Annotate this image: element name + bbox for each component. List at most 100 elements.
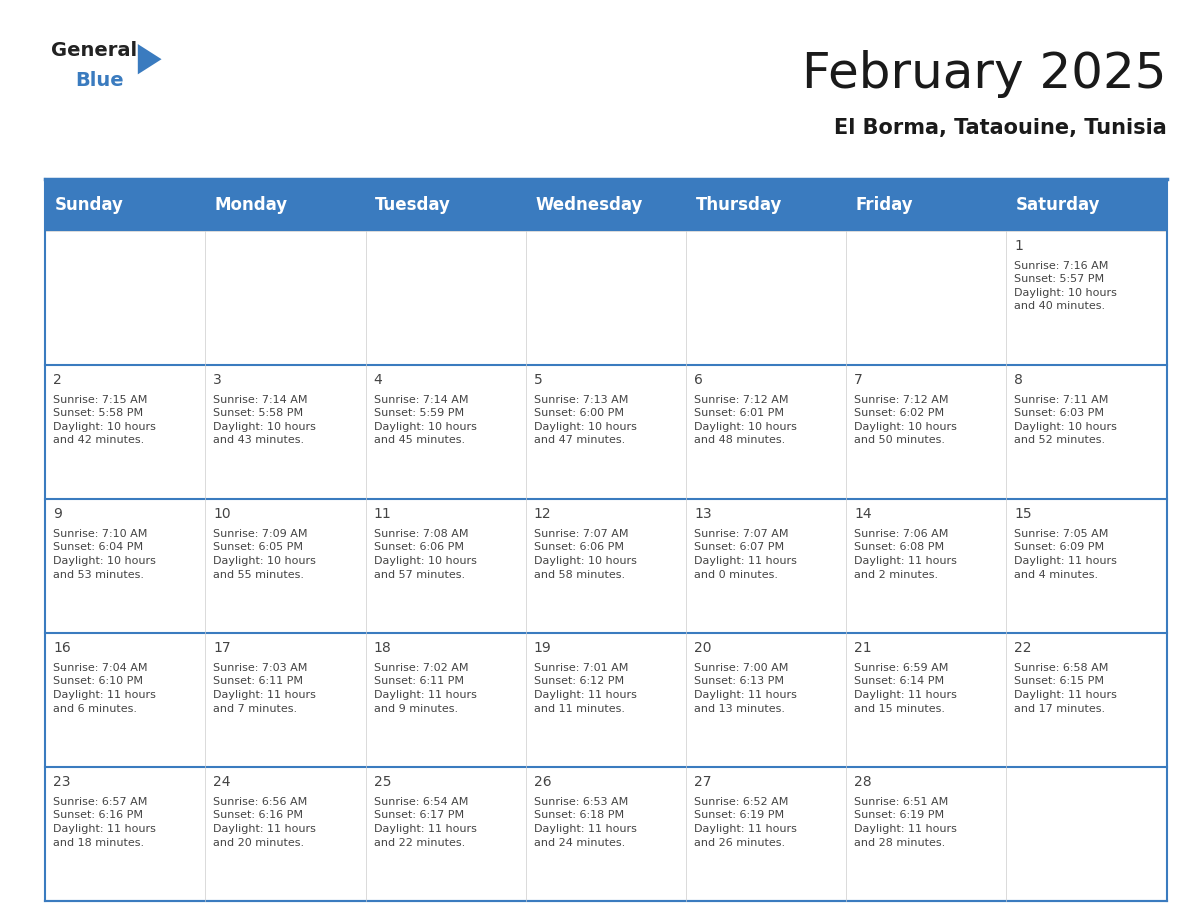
Bar	[45, 499, 206, 633]
Bar	[366, 499, 526, 633]
Text: 21: 21	[854, 642, 872, 655]
Bar	[685, 499, 846, 633]
Bar	[846, 365, 1006, 499]
Bar	[685, 179, 846, 231]
Bar	[526, 633, 685, 767]
Bar	[1006, 499, 1167, 633]
Text: Sunrise: 6:59 AM
Sunset: 6:14 PM
Daylight: 11 hours
and 15 minutes.: Sunrise: 6:59 AM Sunset: 6:14 PM Dayligh…	[854, 663, 958, 713]
Bar	[45, 231, 206, 365]
Bar	[685, 633, 846, 767]
Text: Sunrise: 7:07 AM
Sunset: 6:06 PM
Daylight: 10 hours
and 58 minutes.: Sunrise: 7:07 AM Sunset: 6:06 PM Dayligh…	[533, 529, 637, 579]
Text: Sunrise: 7:13 AM
Sunset: 6:00 PM
Daylight: 10 hours
and 47 minutes.: Sunrise: 7:13 AM Sunset: 6:00 PM Dayligh…	[533, 395, 637, 445]
Bar	[1006, 231, 1167, 365]
Bar	[206, 179, 366, 231]
Text: 2: 2	[53, 373, 62, 387]
Text: Blue: Blue	[75, 71, 124, 90]
Text: 9: 9	[53, 508, 62, 521]
Text: Sunrise: 6:51 AM
Sunset: 6:19 PM
Daylight: 11 hours
and 28 minutes.: Sunrise: 6:51 AM Sunset: 6:19 PM Dayligh…	[854, 797, 958, 847]
Text: 14: 14	[854, 508, 872, 521]
Bar	[206, 767, 366, 901]
Bar	[846, 633, 1006, 767]
Text: 26: 26	[533, 776, 551, 789]
Text: 23: 23	[53, 776, 70, 789]
Text: Sunrise: 6:57 AM
Sunset: 6:16 PM
Daylight: 11 hours
and 18 minutes.: Sunrise: 6:57 AM Sunset: 6:16 PM Dayligh…	[53, 797, 156, 847]
Text: February 2025: February 2025	[802, 50, 1167, 98]
Bar	[45, 365, 206, 499]
Text: Sunrise: 6:56 AM
Sunset: 6:16 PM
Daylight: 11 hours
and 20 minutes.: Sunrise: 6:56 AM Sunset: 6:16 PM Dayligh…	[214, 797, 316, 847]
Text: Sunrise: 7:04 AM
Sunset: 6:10 PM
Daylight: 11 hours
and 6 minutes.: Sunrise: 7:04 AM Sunset: 6:10 PM Dayligh…	[53, 663, 156, 713]
Text: 12: 12	[533, 508, 551, 521]
Text: 27: 27	[694, 776, 712, 789]
Text: Friday: Friday	[855, 196, 914, 214]
Bar	[526, 767, 685, 901]
Bar	[366, 633, 526, 767]
Bar	[526, 231, 685, 365]
Bar	[685, 231, 846, 365]
Text: Monday: Monday	[215, 196, 289, 214]
Bar	[206, 499, 366, 633]
Text: Sunrise: 7:14 AM
Sunset: 5:59 PM
Daylight: 10 hours
and 45 minutes.: Sunrise: 7:14 AM Sunset: 5:59 PM Dayligh…	[373, 395, 476, 445]
Text: 7: 7	[854, 373, 862, 387]
Text: Wednesday: Wednesday	[536, 196, 643, 214]
Text: 20: 20	[694, 642, 712, 655]
Bar	[206, 633, 366, 767]
Text: 24: 24	[214, 776, 230, 789]
Text: Tuesday: Tuesday	[375, 196, 451, 214]
Text: 3: 3	[214, 373, 222, 387]
Text: 11: 11	[373, 508, 391, 521]
Text: 22: 22	[1015, 642, 1032, 655]
Text: 10: 10	[214, 508, 230, 521]
Bar	[526, 365, 685, 499]
Bar	[1006, 179, 1167, 231]
Text: Sunrise: 7:12 AM
Sunset: 6:01 PM
Daylight: 10 hours
and 48 minutes.: Sunrise: 7:12 AM Sunset: 6:01 PM Dayligh…	[694, 395, 797, 445]
Bar	[526, 179, 685, 231]
Text: 15: 15	[1015, 508, 1032, 521]
Text: Sunrise: 6:53 AM
Sunset: 6:18 PM
Daylight: 11 hours
and 24 minutes.: Sunrise: 6:53 AM Sunset: 6:18 PM Dayligh…	[533, 797, 637, 847]
Polygon shape	[138, 44, 162, 74]
Bar	[846, 767, 1006, 901]
Bar	[45, 179, 206, 231]
Bar	[206, 231, 366, 365]
Text: Sunrise: 7:12 AM
Sunset: 6:02 PM
Daylight: 10 hours
and 50 minutes.: Sunrise: 7:12 AM Sunset: 6:02 PM Dayligh…	[854, 395, 958, 445]
Text: Sunrise: 7:09 AM
Sunset: 6:05 PM
Daylight: 10 hours
and 55 minutes.: Sunrise: 7:09 AM Sunset: 6:05 PM Dayligh…	[214, 529, 316, 579]
Text: Sunrise: 7:10 AM
Sunset: 6:04 PM
Daylight: 10 hours
and 53 minutes.: Sunrise: 7:10 AM Sunset: 6:04 PM Dayligh…	[53, 529, 156, 579]
Bar	[366, 179, 526, 231]
Text: Sunrise: 7:08 AM
Sunset: 6:06 PM
Daylight: 10 hours
and 57 minutes.: Sunrise: 7:08 AM Sunset: 6:06 PM Dayligh…	[373, 529, 476, 579]
Text: 8: 8	[1015, 373, 1023, 387]
Text: 17: 17	[214, 642, 230, 655]
Bar	[1006, 365, 1167, 499]
Text: 16: 16	[53, 642, 71, 655]
Bar	[366, 231, 526, 365]
Bar	[1006, 633, 1167, 767]
Text: 18: 18	[373, 642, 391, 655]
Bar	[526, 499, 685, 633]
Text: 1: 1	[1015, 239, 1023, 253]
Text: Sunrise: 7:02 AM
Sunset: 6:11 PM
Daylight: 11 hours
and 9 minutes.: Sunrise: 7:02 AM Sunset: 6:11 PM Dayligh…	[373, 663, 476, 713]
Text: Sunday: Sunday	[55, 196, 124, 214]
Text: 5: 5	[533, 373, 543, 387]
Bar	[685, 365, 846, 499]
Text: 4: 4	[373, 373, 383, 387]
Text: Sunrise: 7:03 AM
Sunset: 6:11 PM
Daylight: 11 hours
and 7 minutes.: Sunrise: 7:03 AM Sunset: 6:11 PM Dayligh…	[214, 663, 316, 713]
Bar	[685, 767, 846, 901]
Text: 13: 13	[694, 508, 712, 521]
Text: Sunrise: 7:06 AM
Sunset: 6:08 PM
Daylight: 11 hours
and 2 minutes.: Sunrise: 7:06 AM Sunset: 6:08 PM Dayligh…	[854, 529, 958, 579]
Text: 19: 19	[533, 642, 551, 655]
Text: Sunrise: 6:54 AM
Sunset: 6:17 PM
Daylight: 11 hours
and 22 minutes.: Sunrise: 6:54 AM Sunset: 6:17 PM Dayligh…	[373, 797, 476, 847]
Bar	[45, 633, 206, 767]
Text: Sunrise: 7:11 AM
Sunset: 6:03 PM
Daylight: 10 hours
and 52 minutes.: Sunrise: 7:11 AM Sunset: 6:03 PM Dayligh…	[1015, 395, 1117, 445]
Text: Sunrise: 7:16 AM
Sunset: 5:57 PM
Daylight: 10 hours
and 40 minutes.: Sunrise: 7:16 AM Sunset: 5:57 PM Dayligh…	[1015, 261, 1117, 311]
Text: Saturday: Saturday	[1016, 196, 1100, 214]
Text: General: General	[51, 41, 137, 61]
Bar	[206, 365, 366, 499]
Bar	[846, 179, 1006, 231]
Text: 25: 25	[373, 776, 391, 789]
Text: 28: 28	[854, 776, 872, 789]
Bar	[846, 499, 1006, 633]
Text: Thursday: Thursday	[696, 196, 782, 214]
Text: Sunrise: 7:14 AM
Sunset: 5:58 PM
Daylight: 10 hours
and 43 minutes.: Sunrise: 7:14 AM Sunset: 5:58 PM Dayligh…	[214, 395, 316, 445]
Bar	[846, 231, 1006, 365]
Bar	[1006, 767, 1167, 901]
Text: Sunrise: 7:05 AM
Sunset: 6:09 PM
Daylight: 11 hours
and 4 minutes.: Sunrise: 7:05 AM Sunset: 6:09 PM Dayligh…	[1015, 529, 1117, 579]
Text: Sunrise: 7:00 AM
Sunset: 6:13 PM
Daylight: 11 hours
and 13 minutes.: Sunrise: 7:00 AM Sunset: 6:13 PM Dayligh…	[694, 663, 797, 713]
